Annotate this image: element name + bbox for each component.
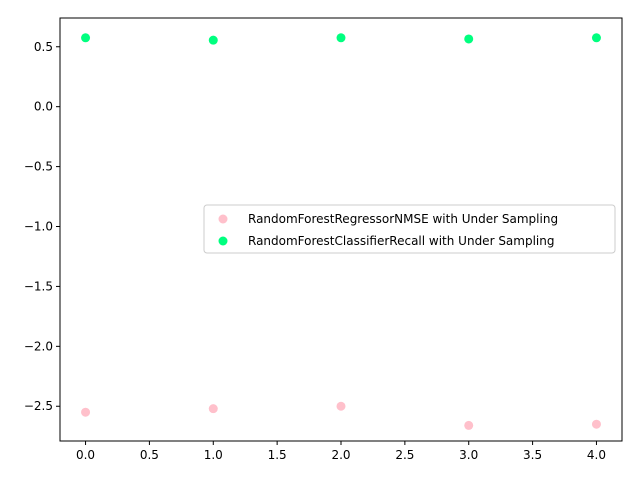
y-tick-label: −2.5: [24, 399, 53, 413]
legend-label-1: RandomForestRegressorNMSE with Under Sam…: [248, 212, 558, 226]
series-1-point: [336, 401, 346, 411]
legend-box: [203, 204, 616, 254]
series-2-point: [336, 33, 346, 43]
x-tick-label: 1.5: [268, 448, 287, 462]
series-2-point: [591, 33, 601, 43]
x-tick-label: 0.0: [76, 448, 95, 462]
legend: RandomForestRegressorNMSE with Under Sam…: [203, 204, 616, 254]
x-tick-label: 3.0: [459, 448, 478, 462]
x-tick-label: 4.0: [587, 448, 606, 462]
y-tick-label: 0.5: [34, 40, 53, 54]
series-2-point: [464, 34, 474, 44]
y-tick-label: −1.5: [24, 279, 53, 293]
series-1-point: [81, 407, 91, 417]
x-tick-label: 0.5: [140, 448, 159, 462]
y-tick-label: −2.0: [24, 339, 53, 353]
legend-marker-2: [218, 236, 228, 246]
y-tick-label: −0.5: [24, 160, 53, 174]
legend-marker-1: [218, 214, 228, 224]
x-tick-label: 2.5: [395, 448, 414, 462]
x-tick-label: 2.0: [331, 448, 350, 462]
y-tick-label: 0.0: [34, 100, 53, 114]
axes-frame: [59, 17, 623, 442]
points-group: [81, 33, 601, 430]
series-1-point: [464, 420, 474, 430]
y-tick-label: −1.0: [24, 220, 53, 234]
series-2-point: [81, 33, 91, 43]
series-1-point: [591, 419, 601, 429]
series-2-point: [208, 35, 218, 45]
x-tick-label: 1.0: [204, 448, 223, 462]
series-1-point: [208, 404, 218, 414]
legend-label-2: RandomForestClassifierRecall with Under …: [248, 234, 554, 248]
x-tick-label: 3.5: [523, 448, 542, 462]
tick-group: 0.0 0.5 1.0 1.5 2.0 2.5 3.0 3.5 4.0 0.5 0.0 −0.5 −1.…: [24, 40, 606, 462]
